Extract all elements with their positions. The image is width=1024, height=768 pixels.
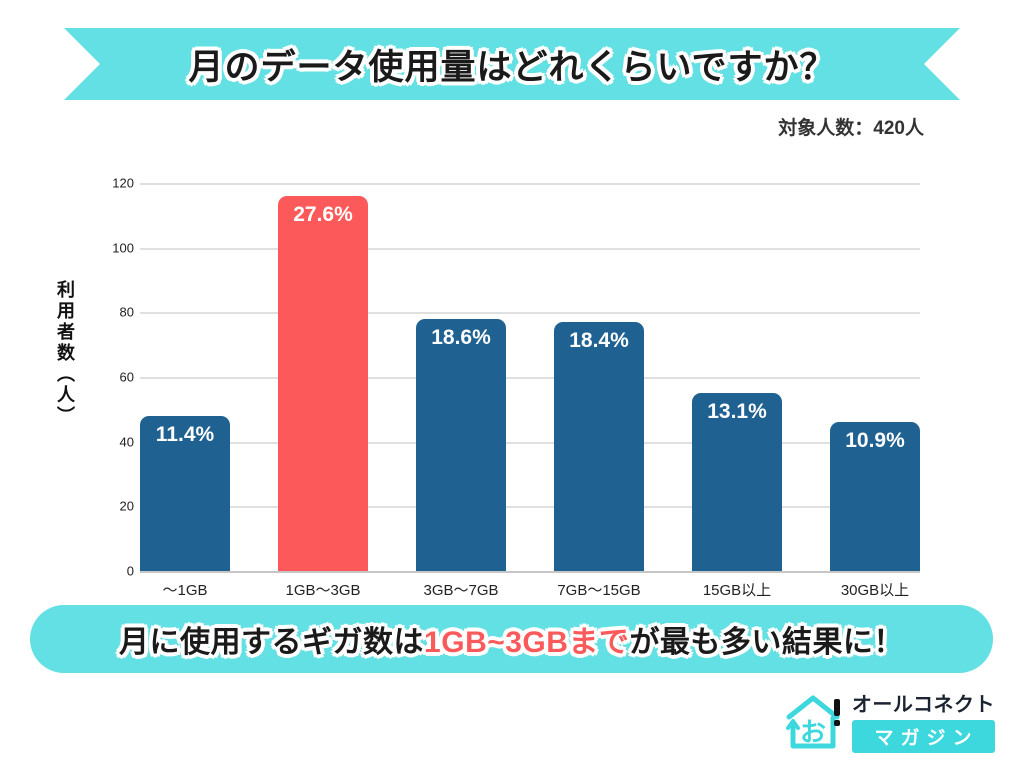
conclusion-highlight: 1GB~3GBまで [424,626,630,659]
x-tick-30GB以上: 30GB以上 [840,582,910,599]
conclusion-banner: 月に使用するギガ数は1GB~3GBまでが最も多い結果に！ [30,605,993,673]
gridline-60 [140,377,920,379]
y-tick-40: 40 [119,434,134,450]
gridline-40 [140,441,920,444]
y-tick-20: 20 [119,498,134,514]
y-tick-120: 120 [112,175,134,191]
bar-～1GB: 11.4% [140,415,230,571]
logo-sub-name: マガジン [851,720,995,753]
gridline-80 [140,312,920,315]
y-tick-100: 100 [112,240,134,256]
x-tick-15GB以上: 15GB以上 [702,582,772,599]
bars-container: 11.4% 27.6% 18.6% 18.4% 13.1% 10.9% [140,183,920,571]
bar-value-label: 18.4% [569,329,629,353]
page-title: 月のデータ使用量はどれくらいですか？ [188,47,836,87]
bar-value-label: 10.9% [845,429,905,453]
conclusion-prefix: 月に使用するギガ数は [119,626,425,659]
gridline-120 [140,183,920,185]
y-axis-title: 利用者数（人） [55,280,75,427]
x-axis-baseline [140,571,920,573]
bar-1GB～3GB: 27.6% [278,195,368,571]
svg-text:お: お [800,717,826,747]
x-tick-7GB～15GB: 7GB～15GB [557,582,641,599]
bar-value-label: 13.1% [707,400,767,424]
gridline-100 [140,247,920,250]
conclusion-text: 月に使用するギガ数は1GB~3GBまでが最も多い結果に！ [119,617,904,661]
logo-brand-name: オールコネクト [851,694,995,716]
conclusion-suffix: が最も多い結果に！ [629,626,904,659]
house-icon: お [784,691,842,751]
bar-chart-plot-area: 0 20 40 60 80 100 120 11.4% 27.6% 18.6% 18.4% 13.1… [112,176,920,599]
bar-7GB～15GB: 18.4% [554,322,644,571]
bar-value-label: 27.6% [293,202,353,226]
title-ribbon: 月のデータ使用量はどれくらいですか？ [64,28,960,100]
bar-15GB以上: 13.1% [692,393,782,571]
bar-value-label: 11.4% [155,422,215,446]
bar-30GB以上: 10.9% [830,422,920,571]
x-tick-1GB～3GB: 1GB～3GB [285,582,361,599]
logo-text-block: オールコネクト マガジン [851,688,995,753]
bar-value-label: 18.6% [431,325,491,349]
gridline-20 [140,506,920,509]
brand-logo: お オールコネクト マガジン [784,688,995,753]
bar-3GB～7GB: 18.6% [416,318,506,571]
y-tick-80: 80 [119,304,134,320]
y-tick-0: 0 [126,563,134,579]
x-tick-3GB～7GB: 3GB～7GB [423,582,499,599]
sample-size-label: 対象人数：420人 [778,118,924,139]
y-tick-60: 60 [119,369,134,385]
x-tick-～1GB: ～1GB [162,582,208,599]
